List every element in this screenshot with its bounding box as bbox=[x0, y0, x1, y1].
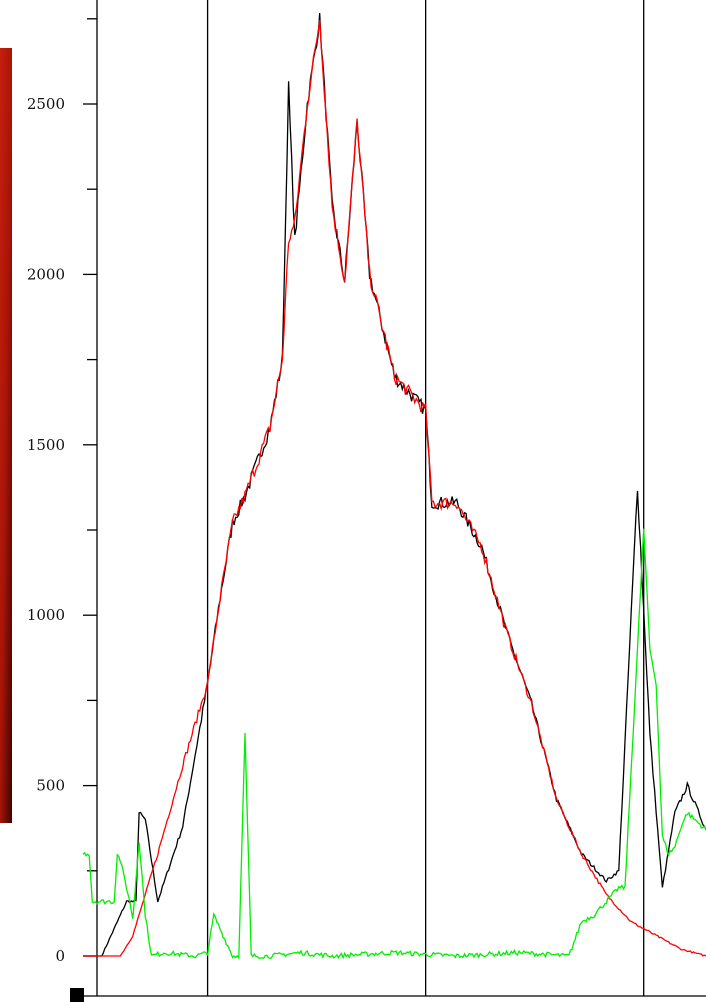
x-markers bbox=[206, 0, 645, 996]
series-lines bbox=[82, 13, 706, 960]
y-tick-label: 2500 bbox=[27, 95, 65, 113]
y-tick-label: 500 bbox=[36, 777, 65, 795]
y-tick-label: 2000 bbox=[27, 265, 65, 283]
series-line-3 bbox=[82, 528, 706, 960]
background-red-strip bbox=[0, 48, 12, 823]
y-axis: 0 500 1000 1500 2000 2500 bbox=[27, 0, 706, 997]
axis-origin-marker bbox=[70, 988, 84, 1002]
y-tick-label: 1500 bbox=[27, 436, 65, 454]
y-tick-label: 0 bbox=[55, 947, 65, 965]
y-tick-label: 1000 bbox=[27, 606, 65, 624]
series-line-1 bbox=[83, 13, 706, 957]
series-line-2 bbox=[83, 20, 706, 957]
